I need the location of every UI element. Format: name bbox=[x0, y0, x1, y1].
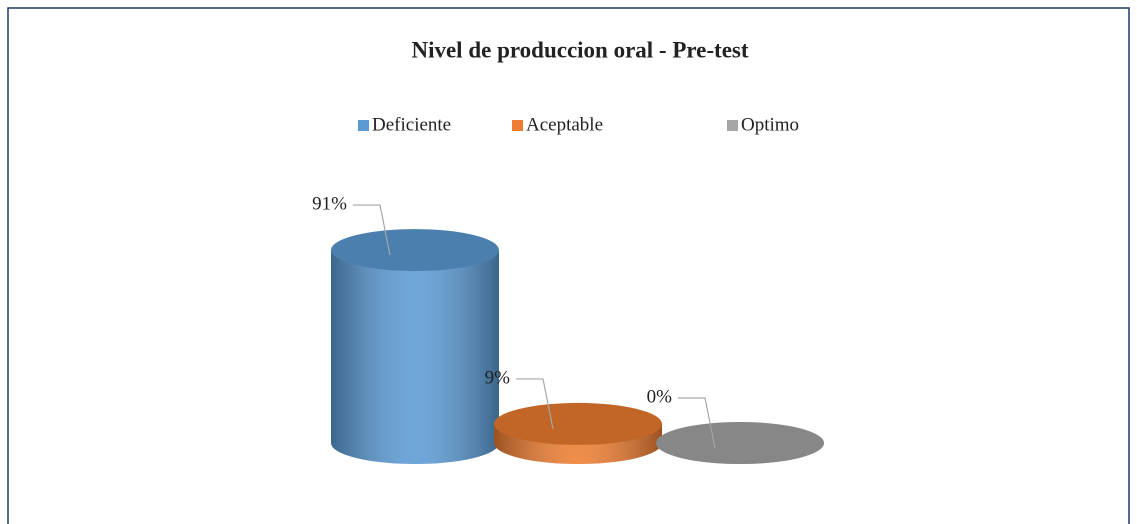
cylinder-top bbox=[656, 422, 824, 464]
legend-swatch bbox=[358, 120, 369, 131]
cylinder bbox=[656, 422, 824, 464]
cylinder-top-shade bbox=[331, 229, 499, 272]
legend-label: Aceptable bbox=[526, 114, 603, 135]
chart-title: Nivel de produccion oral - Pre-test bbox=[411, 37, 748, 62]
data-label: 0% bbox=[647, 386, 673, 407]
cylinder bbox=[331, 229, 499, 464]
leader-line bbox=[678, 397, 716, 449]
cylinder-top bbox=[494, 402, 662, 445]
cylinder-shade bbox=[331, 250, 499, 464]
data-label: 91% bbox=[312, 193, 347, 214]
legend-swatch bbox=[512, 120, 523, 131]
cylinder bbox=[494, 402, 662, 464]
cylinder-top-shade bbox=[494, 402, 662, 445]
legend-label: Optimo bbox=[741, 114, 799, 135]
cylinder-top bbox=[331, 229, 499, 272]
cylinder-top-shade bbox=[656, 422, 824, 464]
frame bbox=[7, 7, 1130, 524]
data-label: 9% bbox=[485, 367, 511, 388]
leader-line bbox=[516, 378, 554, 430]
leader-line bbox=[353, 204, 391, 256]
legend-label: Deficiente bbox=[372, 114, 451, 135]
legend-swatch bbox=[727, 120, 738, 131]
